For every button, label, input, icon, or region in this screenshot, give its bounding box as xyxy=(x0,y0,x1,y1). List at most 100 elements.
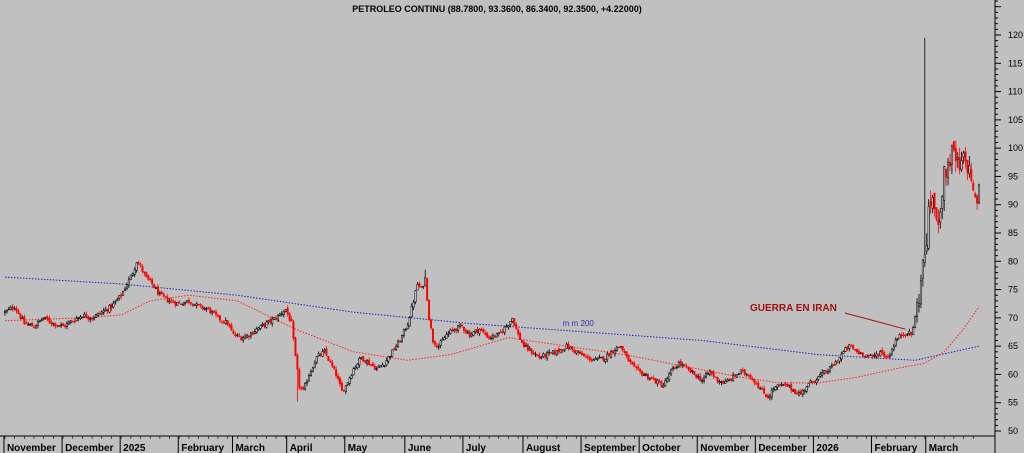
candle xyxy=(189,301,192,306)
candle-body xyxy=(732,374,735,381)
candle-body xyxy=(337,375,340,379)
candle-body xyxy=(743,369,746,375)
y-tick-label: 50 xyxy=(1008,426,1018,436)
x-month-label: November xyxy=(7,443,56,453)
candle xyxy=(964,147,967,169)
candle-body xyxy=(759,387,762,390)
candle xyxy=(526,343,529,352)
candle-body xyxy=(792,389,795,392)
candle xyxy=(842,350,845,354)
candle-body xyxy=(46,316,49,320)
candle xyxy=(734,373,737,379)
candle xyxy=(118,295,121,301)
candle xyxy=(468,329,471,339)
candle xyxy=(619,345,622,349)
candle-body xyxy=(608,353,611,357)
candle xyxy=(646,373,649,381)
candle-body xyxy=(141,266,144,272)
candle xyxy=(91,317,94,322)
candle xyxy=(236,333,239,338)
candle-body xyxy=(830,365,833,368)
candle xyxy=(617,346,620,349)
candle xyxy=(422,285,425,290)
candle-body xyxy=(176,302,179,306)
candle xyxy=(861,352,864,358)
candle xyxy=(201,304,204,311)
candle-body xyxy=(428,300,431,321)
candle-body xyxy=(757,382,760,389)
candle xyxy=(480,327,483,332)
y-tick-label: 85 xyxy=(1008,228,1018,238)
candle xyxy=(457,325,460,333)
candle-body xyxy=(371,363,374,367)
candle-body xyxy=(288,313,291,321)
candle-body xyxy=(96,312,99,317)
candle xyxy=(916,298,919,323)
candle-body xyxy=(54,323,57,327)
candle xyxy=(218,315,221,323)
candle-body xyxy=(87,316,90,320)
candle xyxy=(553,348,556,356)
candle-body xyxy=(720,381,723,383)
candle xyxy=(890,348,893,356)
candle-body xyxy=(106,309,109,312)
candle-body xyxy=(925,245,928,252)
candle-body xyxy=(933,192,936,210)
candle-body xyxy=(639,368,642,372)
candle xyxy=(631,361,634,365)
candle-body xyxy=(329,360,332,363)
candle xyxy=(335,366,338,379)
candle-body xyxy=(402,329,405,336)
candle xyxy=(606,351,609,363)
candle-body xyxy=(222,322,225,324)
candle xyxy=(735,374,738,378)
candle-body xyxy=(393,348,396,351)
candle xyxy=(493,335,496,339)
candle-body xyxy=(416,283,419,291)
candle-body xyxy=(956,157,959,160)
candle xyxy=(937,209,940,234)
candle-body xyxy=(976,195,979,204)
candle xyxy=(827,368,829,375)
candle xyxy=(149,277,152,282)
candle xyxy=(474,329,477,334)
candle xyxy=(892,343,895,352)
y-tick-label: 65 xyxy=(1008,341,1018,351)
candle-body xyxy=(675,366,678,369)
candle xyxy=(350,373,353,380)
candle xyxy=(929,190,932,214)
candle-body xyxy=(778,384,781,387)
candle-body xyxy=(594,358,597,360)
candle-body xyxy=(462,326,465,331)
candle xyxy=(914,315,917,329)
candle xyxy=(114,300,117,305)
candle-body xyxy=(114,300,117,303)
candle xyxy=(7,306,10,311)
candle xyxy=(770,387,773,401)
candle-body xyxy=(846,346,849,350)
candle xyxy=(182,301,185,306)
candle xyxy=(362,355,365,363)
candle xyxy=(796,390,798,395)
candle xyxy=(160,290,163,295)
candle-body xyxy=(540,357,543,359)
candle-body xyxy=(716,377,719,382)
candle xyxy=(193,304,196,307)
candle-body xyxy=(9,307,12,310)
candle xyxy=(718,379,721,385)
candle-body xyxy=(5,309,8,312)
candle-body xyxy=(348,377,351,384)
x-month-label: 2025 xyxy=(123,443,146,453)
candle xyxy=(253,328,256,335)
candle xyxy=(391,349,394,358)
candle-body xyxy=(240,336,243,341)
candle-body xyxy=(269,319,272,323)
candle-body xyxy=(215,311,218,315)
candle-body xyxy=(116,298,119,302)
candle-body xyxy=(569,346,572,350)
candle-body xyxy=(848,343,851,349)
candle xyxy=(102,307,105,316)
candle-body xyxy=(125,284,128,289)
candle-body xyxy=(703,377,706,381)
candle xyxy=(441,336,444,341)
